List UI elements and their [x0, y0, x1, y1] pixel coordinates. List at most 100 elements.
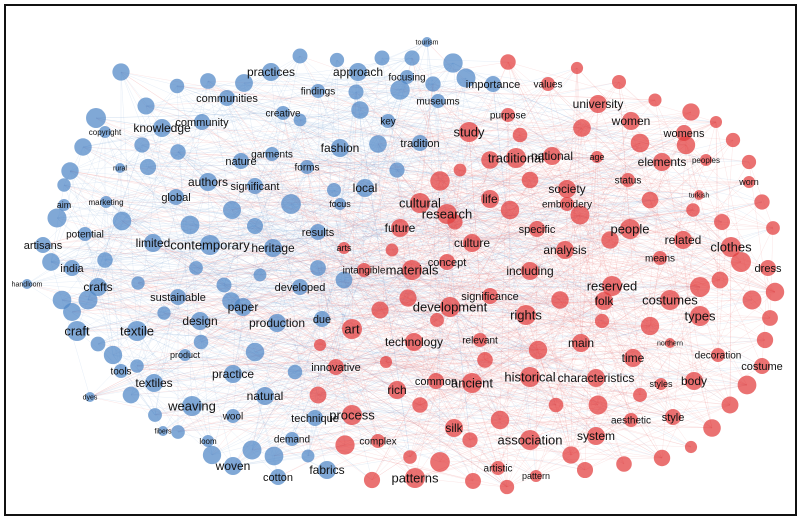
edge — [317, 261, 448, 269]
edge — [385, 291, 776, 363]
node-blue — [85, 392, 95, 402]
edge — [226, 97, 381, 311]
node-red — [587, 427, 605, 445]
edge — [63, 184, 164, 432]
node-label-body: body — [681, 374, 707, 388]
edge — [137, 282, 597, 379]
edge — [317, 231, 732, 248]
node-red — [765, 282, 785, 302]
node-red — [371, 301, 389, 319]
edge — [351, 127, 583, 330]
edge — [231, 209, 319, 396]
node-label-cultural: cultural — [399, 196, 441, 211]
edge — [69, 170, 122, 372]
node-blue — [311, 84, 325, 98]
node-blue — [404, 50, 420, 66]
edge — [299, 55, 603, 322]
node-blue — [200, 235, 220, 255]
edge — [120, 203, 292, 372]
edge — [177, 151, 256, 227]
edge — [104, 131, 165, 314]
node-label-developed: developed — [275, 282, 326, 294]
node-blue — [369, 135, 387, 153]
edge — [207, 80, 539, 351]
edge — [177, 151, 471, 441]
edge — [201, 121, 301, 288]
node-red — [690, 306, 710, 326]
edge — [89, 155, 553, 398]
node-layer — [22, 37, 785, 495]
edge — [61, 299, 234, 375]
node-red — [741, 154, 757, 170]
node-label-weaving: weaving — [167, 399, 216, 414]
edge — [105, 189, 335, 203]
node-red — [660, 290, 680, 310]
edge — [136, 221, 456, 332]
edge — [566, 203, 632, 421]
edge — [223, 112, 284, 286]
node-blue — [400, 70, 414, 84]
node-red — [491, 461, 505, 475]
edge — [509, 161, 663, 211]
node-label-dyes: dyes — [83, 394, 98, 401]
edge — [71, 311, 353, 330]
node-red — [674, 231, 692, 249]
edge — [112, 354, 599, 406]
edge — [507, 61, 631, 230]
edge — [104, 167, 121, 261]
edge — [191, 274, 261, 407]
edge — [537, 179, 629, 351]
node-label-global: global — [161, 192, 190, 204]
edge — [435, 376, 531, 382]
edge — [506, 404, 731, 488]
edge — [223, 284, 411, 458]
edge — [357, 71, 441, 182]
edge — [176, 85, 776, 293]
edge — [377, 143, 501, 421]
edge — [254, 185, 301, 288]
node-red — [588, 395, 608, 415]
node-blue — [256, 387, 274, 405]
node-label-rich: rich — [387, 383, 406, 397]
edge — [499, 349, 539, 421]
edge — [411, 57, 641, 396]
edge — [484, 359, 632, 421]
edge — [399, 227, 695, 382]
edge — [177, 394, 319, 433]
edge — [351, 328, 379, 442]
node-red — [428, 373, 444, 389]
node-blue — [114, 364, 128, 378]
edge — [537, 181, 750, 351]
edge — [317, 267, 321, 346]
node-label-community: community — [175, 117, 229, 129]
edge — [492, 83, 537, 477]
edge — [87, 97, 228, 301]
node-red — [591, 151, 603, 163]
edge — [259, 100, 439, 276]
edge — [254, 147, 341, 187]
edge — [595, 286, 701, 437]
edge — [105, 201, 742, 263]
edge — [529, 285, 613, 441]
edge — [273, 440, 379, 457]
node-label-rural: rural — [113, 165, 127, 172]
node-blue — [78, 227, 92, 241]
edge — [251, 120, 389, 451]
edge — [419, 142, 732, 248]
edge — [419, 203, 568, 406]
node-red — [562, 446, 580, 464]
edge — [581, 127, 632, 421]
edge — [715, 121, 721, 281]
node-red — [481, 151, 499, 169]
edge — [499, 201, 763, 421]
node-label-purpose: purpose — [490, 111, 527, 122]
node-red — [576, 461, 594, 479]
edge — [223, 270, 531, 286]
edge — [529, 317, 771, 378]
edge — [184, 354, 557, 406]
edge — [317, 90, 341, 149]
edge — [335, 57, 383, 368]
edge — [351, 228, 538, 416]
edge — [343, 100, 439, 281]
edge — [672, 194, 700, 418]
